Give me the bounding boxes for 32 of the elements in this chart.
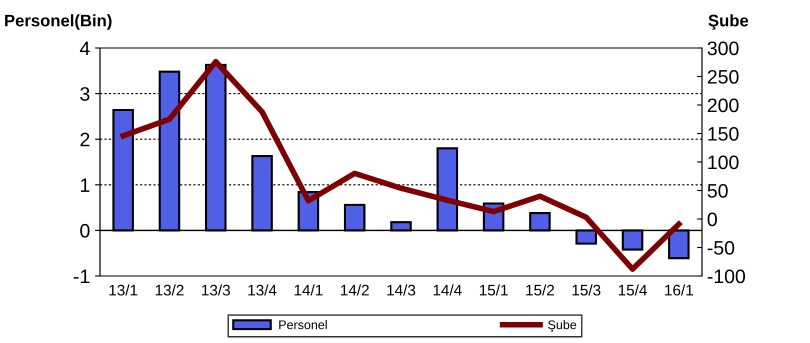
y2-tick-label: 250 bbox=[708, 70, 739, 84]
y-tick-label: 4 bbox=[80, 42, 90, 56]
y-tick-label: 1 bbox=[80, 178, 90, 192]
y2-tick-label: 100 bbox=[708, 155, 739, 170]
y2-tick-label: 200 bbox=[708, 98, 739, 112]
x-tick-label: 15/1 bbox=[480, 284, 508, 296]
x-tick-label: 13/3 bbox=[202, 284, 230, 296]
legend-label: Şube bbox=[548, 320, 576, 332]
x-tick-label: 13/2 bbox=[156, 284, 184, 296]
x-tick-label: 15/4 bbox=[618, 284, 647, 296]
x-tick-label: 14/4 bbox=[434, 284, 462, 296]
x-tick-label: 15/3 bbox=[572, 284, 600, 296]
legend-label: Personel bbox=[279, 320, 327, 330]
y2-tick-label: 50 bbox=[708, 184, 728, 198]
y2-tick-label: 300 bbox=[708, 41, 739, 56]
x-tick-label: 14/2 bbox=[340, 284, 369, 296]
y2-tick-label: 150 bbox=[708, 126, 739, 141]
y2-axis-title: Şube bbox=[708, 14, 748, 30]
x-tick-label: 16/1 bbox=[665, 284, 693, 296]
y2-tick-label: -100 bbox=[708, 269, 746, 284]
x-tick-label: 13/1 bbox=[109, 284, 138, 296]
y2-tick-label: 0 bbox=[708, 212, 717, 226]
y-tick-label: -1 bbox=[74, 270, 90, 284]
x-tick-label: 15/2 bbox=[526, 284, 554, 296]
x-tick-label: 14/1 bbox=[294, 284, 323, 296]
y-tick-label: 3 bbox=[80, 87, 90, 101]
x-tick-label: 14/3 bbox=[387, 284, 416, 296]
y-tick-label: 0 bbox=[80, 224, 90, 238]
y2-tick-label: -50 bbox=[708, 240, 734, 255]
y-axis-title: Personel(Bin) bbox=[5, 14, 112, 30]
y-tick-label: 2 bbox=[80, 132, 90, 146]
x-tick-label: 13/4 bbox=[248, 284, 276, 296]
